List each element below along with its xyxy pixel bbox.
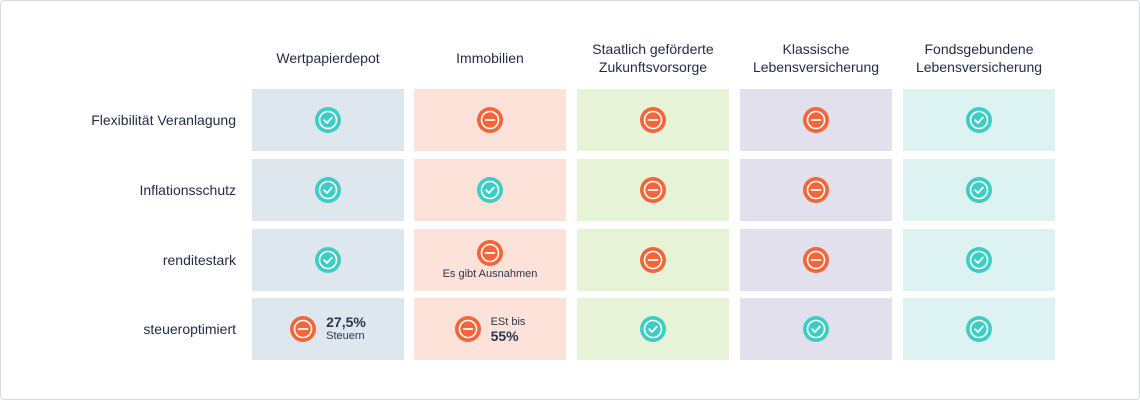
check-circle-icon <box>966 177 992 203</box>
tax-rate: 27,5% <box>326 314 366 330</box>
minus-circle-icon <box>290 316 317 342</box>
exception-note: Es gibt Ausnahmen <box>442 268 538 280</box>
minus-circle-icon <box>640 107 666 133</box>
column-header-immobilien: Immobilien <box>456 50 524 66</box>
minus-circle-icon <box>640 177 666 203</box>
cell-immobilien-flexibilitaet <box>414 89 566 151</box>
cell-fondsgebundene-lv-inflationsschutz <box>903 159 1055 221</box>
minus-circle-icon <box>803 177 829 203</box>
minus-circle-icon <box>454 316 481 342</box>
minus-circle-icon <box>477 240 503 266</box>
row-label-flexibilitaet: Flexibilität Veranlagung <box>91 112 236 128</box>
cell-zukunftsvorsorge-flexibilitaet <box>577 89 729 151</box>
cell-klassische-lv-inflationsschutz <box>740 159 892 221</box>
tax-info: 27,5% Steuern <box>326 315 366 343</box>
cell-klassische-lv-steueroptimiert <box>740 298 892 360</box>
cell-immobilien-inflationsschutz <box>414 159 566 221</box>
minus-circle-icon <box>803 107 829 133</box>
check-circle-icon <box>477 177 503 203</box>
column-header-fondsgebundene-lv: Fondsgebundene Lebensversicherung <box>915 41 1043 75</box>
check-circle-icon <box>315 247 341 273</box>
check-circle-icon <box>315 177 341 203</box>
cell-depot-steueroptimiert: 27,5% Steuern <box>252 298 404 360</box>
tax-info: ESt bis 55% <box>491 315 526 343</box>
column-header-wertpapierdepot: Wertpapierdepot <box>276 50 380 66</box>
check-circle-icon <box>966 316 992 342</box>
row-label-steueroptimiert: steueroptimiert <box>143 321 236 337</box>
cell-immobilien-renditestark: Es gibt Ausnahmen <box>414 229 566 291</box>
row-label-inflationsschutz: Inflationsschutz <box>139 182 237 198</box>
cell-zukunftsvorsorge-renditestark <box>577 229 729 291</box>
cell-fondsgebundene-lv-flexibilitaet <box>903 89 1055 151</box>
cell-fondsgebundene-lv-steueroptimiert <box>903 298 1055 360</box>
check-circle-icon <box>315 107 341 133</box>
cell-depot-inflationsschutz <box>252 159 404 221</box>
tax-rate: 55% <box>490 328 519 344</box>
cell-zukunftsvorsorge-steueroptimiert <box>577 298 729 360</box>
cell-immobilien-steueroptimiert: ESt bis 55% <box>414 298 566 360</box>
cell-fondsgebundene-lv-renditestark <box>903 229 1055 291</box>
column-header-zukunftsvorsorge: Staatlich geförderte Zukunftsvorsorge <box>592 41 714 75</box>
check-circle-icon <box>966 107 992 133</box>
cell-depot-renditestark <box>252 229 404 291</box>
tax-label: ESt bis <box>490 316 526 328</box>
row-label-renditestark: renditestark <box>162 252 236 268</box>
cell-zukunftsvorsorge-inflationsschutz <box>577 159 729 221</box>
column-header-klassische-lv: Klassische Lebensversicherung <box>752 41 880 75</box>
check-circle-icon <box>640 316 666 342</box>
tax-label: Steuern <box>326 330 365 342</box>
minus-circle-icon <box>640 247 666 273</box>
cell-depot-flexibilitaet <box>252 89 404 151</box>
cell-klassische-lv-renditestark <box>740 229 892 291</box>
minus-circle-icon <box>477 107 503 133</box>
minus-circle-icon <box>803 247 829 273</box>
check-circle-icon <box>803 316 829 342</box>
cell-klassische-lv-flexibilitaet <box>740 89 892 151</box>
check-circle-icon <box>966 247 992 273</box>
